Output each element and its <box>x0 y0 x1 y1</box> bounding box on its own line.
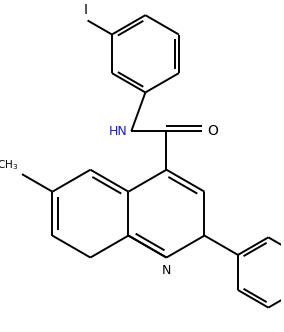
Text: CH$_3$: CH$_3$ <box>0 159 18 172</box>
Text: I: I <box>84 3 88 17</box>
Text: HN: HN <box>109 124 128 137</box>
Text: N: N <box>162 264 171 277</box>
Text: O: O <box>207 124 218 138</box>
